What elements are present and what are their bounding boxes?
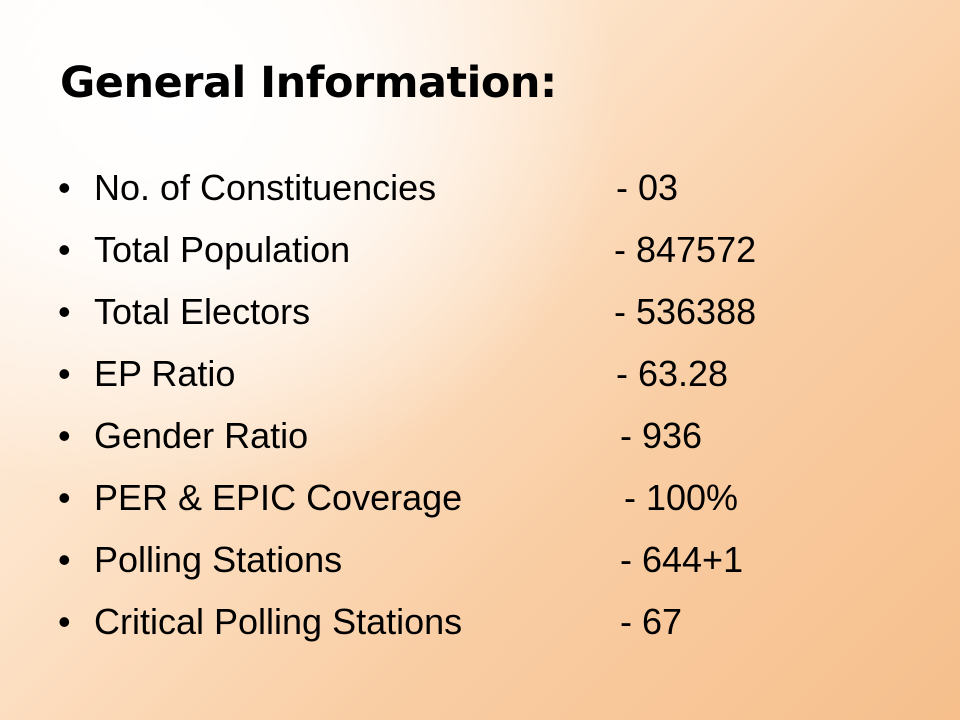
info-value: - 536388 (614, 291, 757, 332)
info-label: EP Ratio (94, 353, 236, 394)
info-value: - 644+1 (620, 539, 744, 580)
info-item-per-epic-coverage: • PER & EPIC Coverage - 100% (0, 478, 960, 540)
info-label: Critical Polling Stations (94, 601, 463, 642)
info-value: - 03 (616, 167, 679, 208)
info-list: • No. of Constituencies - 03 • Total Pop… (0, 168, 960, 664)
bullet-icon: • (58, 291, 71, 332)
info-label: Total Electors (94, 291, 311, 332)
bullet-icon: • (58, 415, 71, 456)
info-label: No. of Constituencies (94, 167, 437, 208)
bullet-icon: • (58, 601, 71, 642)
info-item-constituencies: • No. of Constituencies - 03 (0, 168, 960, 230)
info-value: - 100% (624, 477, 739, 518)
info-value: - 67 (620, 601, 683, 642)
info-value: - 847572 (614, 229, 757, 270)
info-label: PER & EPIC Coverage (94, 477, 463, 518)
bullet-icon: • (58, 353, 71, 394)
info-item-critical-polling-stations: • Critical Polling Stations - 67 (0, 602, 960, 664)
info-label: Polling Stations (94, 539, 343, 580)
info-value: - 936 (620, 415, 703, 456)
bullet-icon: • (58, 167, 71, 208)
info-item-total-electors: • Total Electors - 536388 (0, 292, 960, 354)
info-value: - 63.28 (616, 353, 729, 394)
info-label: Gender Ratio (94, 415, 309, 456)
info-item-polling-stations: • Polling Stations - 644+1 (0, 540, 960, 602)
info-item-ep-ratio: • EP Ratio - 63.28 (0, 354, 960, 416)
info-item-gender-ratio: • Gender Ratio - 936 (0, 416, 960, 478)
info-item-total-population: • Total Population - 847572 (0, 230, 960, 292)
slide-title: General Information: (60, 58, 557, 108)
bullet-icon: • (58, 477, 71, 518)
info-label: Total Population (94, 229, 351, 270)
bullet-icon: • (58, 229, 71, 270)
bullet-icon: • (58, 539, 71, 580)
